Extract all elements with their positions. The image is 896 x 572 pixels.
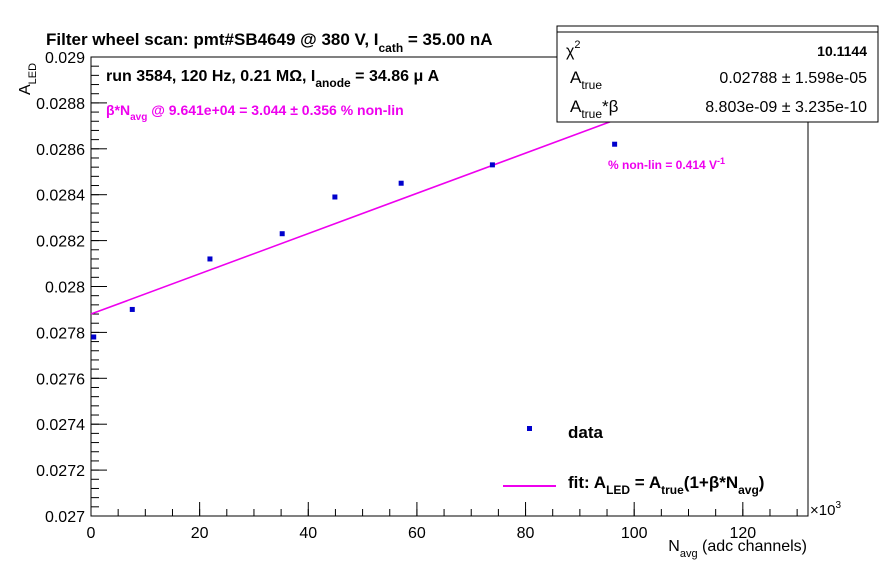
- legend: data fit: ALED = Atrue(1+β*Navg): [503, 423, 764, 497]
- atrue-label: Atrue: [570, 68, 602, 92]
- data-point: [207, 256, 213, 262]
- x-axis-title: Navg (adc channels): [668, 538, 807, 560]
- y-tick-label: 0.0274: [36, 417, 85, 434]
- data-marker: [489, 162, 495, 168]
- x-tick-label: 120: [729, 525, 756, 542]
- y-tick-label: 0.029: [45, 50, 85, 67]
- x-tick-label: 80: [517, 525, 535, 542]
- legend-data-label: data: [568, 423, 604, 442]
- data-marker: [279, 231, 285, 237]
- data-point: [398, 180, 404, 186]
- y-tick-label: 0.0282: [36, 234, 85, 251]
- nonlin-per-volt-text: % non-lin = 0.414 V-1: [608, 156, 725, 172]
- y-axis: 0.027 0.0272 0.0274 0.0276 0.0278 0.028 0.0282…: [36, 50, 107, 526]
- beta-nonlin-text: β*Navg @ 9.641e+04 = 3.044 ± 0.356 % non…: [106, 102, 404, 123]
- y-tick-label: 0.0276: [36, 371, 85, 388]
- y-tick-label: 0.027: [45, 509, 85, 526]
- y-tick-label: 0.028: [45, 280, 85, 297]
- y-tick-label: 0.0278: [36, 325, 85, 342]
- data-marker: [332, 194, 338, 200]
- data-point: [612, 141, 618, 147]
- x-tick-label: 60: [408, 525, 426, 542]
- fit-line-group: [90, 119, 615, 315]
- x-tick-label: 0: [87, 525, 96, 542]
- data-point: [332, 194, 338, 200]
- data-marker: [207, 256, 213, 262]
- data-point: [129, 306, 135, 312]
- run-info-text: run 3584, 120 Hz, 0.21 MΩ, Ianode = 34.8…: [106, 68, 440, 90]
- data-point: [279, 231, 285, 237]
- data-point: [91, 334, 97, 340]
- chi2-label: χ2: [566, 39, 581, 60]
- plot-frame: [90, 56, 809, 517]
- legend-data-marker: [527, 426, 532, 431]
- y-tick-label: 0.0272: [36, 463, 85, 480]
- data-points-group: [91, 141, 618, 340]
- data-marker: [398, 180, 404, 186]
- data-point: [489, 162, 495, 168]
- fit-line: [90, 119, 615, 315]
- atrue-beta-value: 8.803e-09 ± 3.235e-10: [705, 99, 867, 116]
- atrue-value: 0.02788 ± 1.598e-05: [719, 70, 867, 87]
- legend-fit-label: fit: ALED = Atrue(1+β*Navg): [568, 473, 764, 497]
- x-tick-label: 20: [191, 525, 209, 542]
- chart-title: Filter wheel scan: pmt#SB4649 @ 380 V, I…: [46, 30, 493, 55]
- stats-box: χ2 10.1144 Atrue 0.02788 ± 1.598e-05 Atr…: [556, 25, 879, 123]
- y-tick-label: 0.0284: [36, 188, 85, 205]
- x-axis-multiplier: ×103: [810, 500, 841, 519]
- y-tick-label: 0.0288: [36, 96, 85, 113]
- data-marker: [91, 334, 97, 340]
- x-tick-label: 100: [621, 525, 648, 542]
- x-axis: 0 20 40 60 80 100 120: [87, 502, 798, 542]
- x-tick-label: 40: [299, 525, 317, 542]
- data-marker: [612, 141, 618, 147]
- y-axis-title: ALED: [17, 63, 39, 95]
- data-marker: [129, 306, 135, 312]
- atrue-beta-label: Atrue*β: [570, 97, 619, 121]
- y-tick-label: 0.0286: [36, 142, 85, 159]
- chi2-value: 10.1144: [817, 43, 867, 59]
